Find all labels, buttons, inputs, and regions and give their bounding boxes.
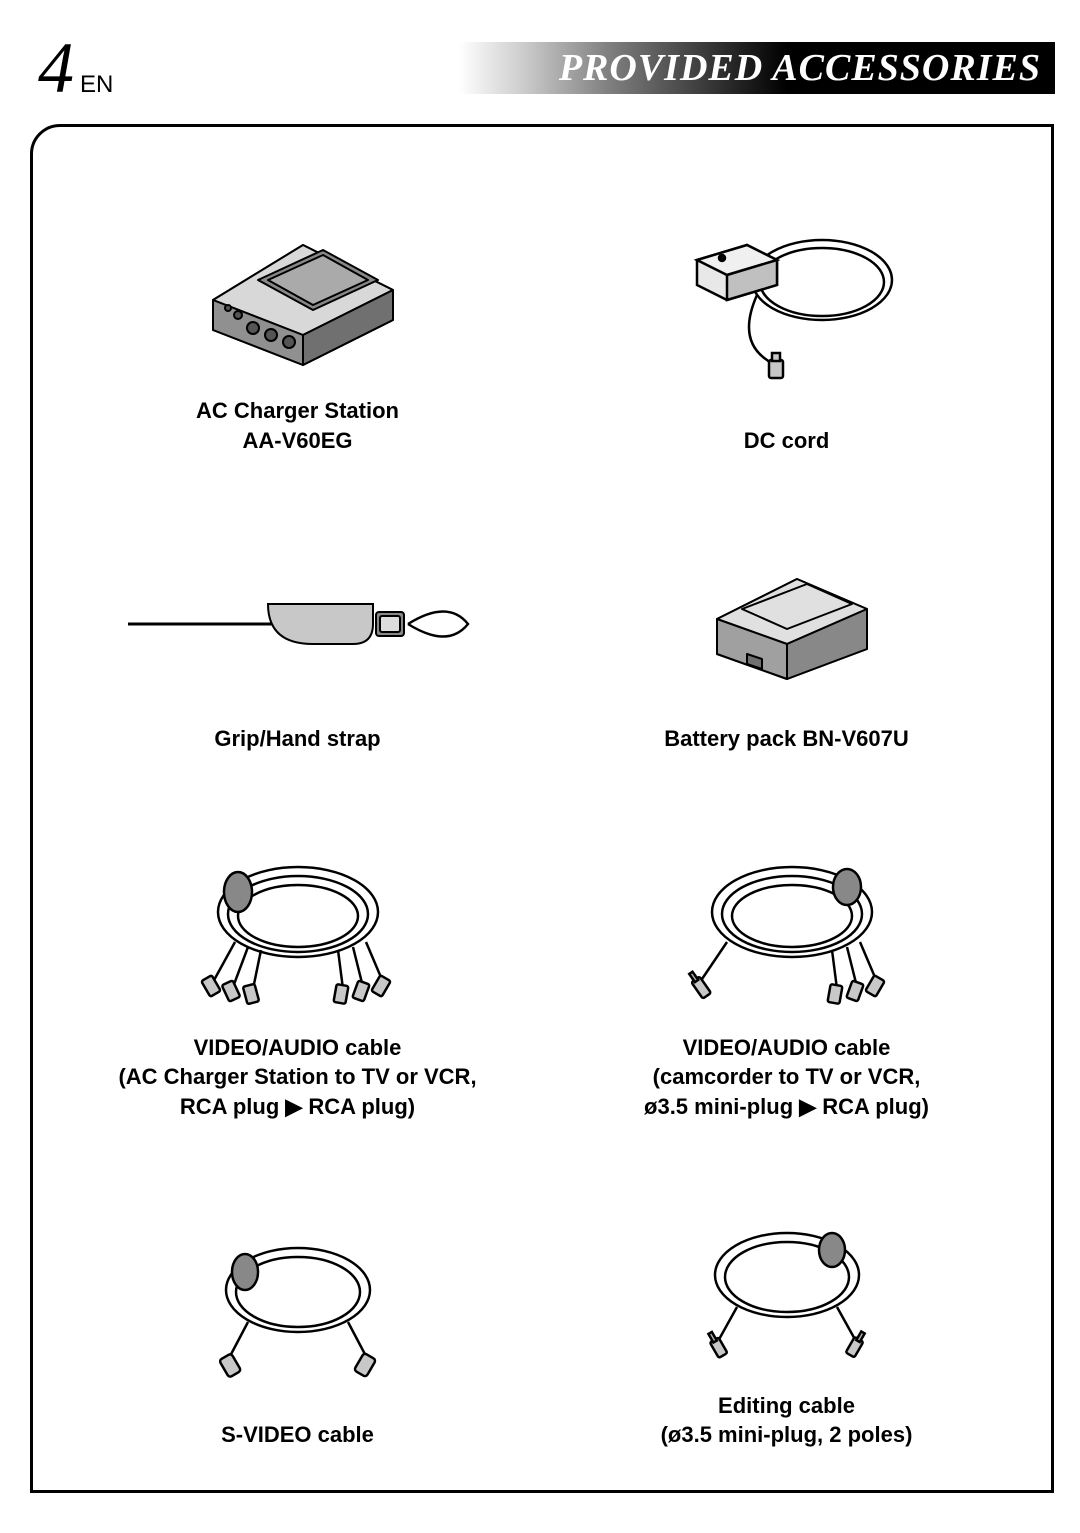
battery-pack-icon (562, 535, 1011, 712)
accessory-label: DC cord (744, 426, 830, 456)
page-number-group: 4 EN (38, 32, 113, 104)
accessory-grip-strap: Grip/Hand strap (73, 535, 522, 754)
editing-cable-icon (562, 1202, 1011, 1379)
language-code: EN (80, 71, 113, 99)
svideo-cable-icon (73, 1202, 522, 1409)
accessory-label: VIDEO/AUDIO cable (camcorder to TV or VC… (644, 1033, 929, 1122)
grip-strap-icon (73, 535, 522, 712)
accessory-label: S-VIDEO cable (221, 1420, 374, 1450)
page-number: 4 (38, 32, 74, 104)
accessory-battery-pack: Battery pack BN-V607U (562, 535, 1011, 754)
accessory-video-audio-cable-mini: VIDEO/AUDIO cable (camcorder to TV or VC… (562, 834, 1011, 1122)
accessory-ac-charger: AC Charger Station AA-V60EG (73, 187, 522, 455)
accessory-svideo-cable: S-VIDEO cable (73, 1202, 522, 1450)
ac-charger-icon (73, 187, 522, 384)
accessory-label: Battery pack BN-V607U (664, 724, 909, 754)
accessory-label: VIDEO/AUDIO cable (AC Charger Station to… (118, 1033, 476, 1122)
accessory-dc-cord: DC cord (562, 187, 1011, 455)
video-audio-cable-rca-icon (73, 834, 522, 1021)
section-title-banner: PROVIDED ACCESSORIES (459, 42, 1055, 94)
dc-cord-icon (562, 187, 1011, 414)
accessory-video-audio-cable-rca: VIDEO/AUDIO cable (AC Charger Station to… (73, 834, 522, 1122)
accessory-label: Grip/Hand strap (214, 724, 380, 754)
accessory-label: Editing cable (ø3.5 mini-plug, 2 poles) (661, 1391, 913, 1450)
accessory-editing-cable: Editing cable (ø3.5 mini-plug, 2 poles) (562, 1202, 1011, 1450)
accessory-label: AC Charger Station AA-V60EG (196, 396, 399, 455)
section-title: PROVIDED ACCESSORIES (559, 46, 1041, 90)
accessories-grid: AC Charger Station AA-V60EG (73, 187, 1011, 1450)
page-header: 4 EN PROVIDED ACCESSORIES (0, 0, 1080, 110)
video-audio-cable-mini-icon (562, 834, 1011, 1021)
content-frame: AC Charger Station AA-V60EG (30, 124, 1054, 1493)
